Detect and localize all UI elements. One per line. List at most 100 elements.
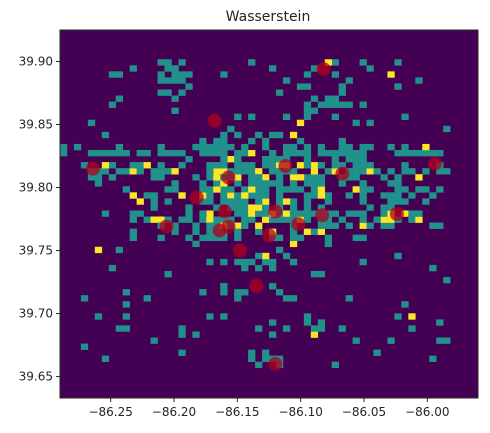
heatmap-cell bbox=[150, 192, 158, 199]
heatmap-cell bbox=[164, 186, 172, 193]
heatmap-cell bbox=[394, 149, 402, 157]
heatmap-cell bbox=[213, 216, 221, 223]
heatmap-cell bbox=[324, 234, 332, 242]
heatmap-cell bbox=[234, 168, 242, 175]
heatmap-cell bbox=[359, 192, 367, 199]
heatmap-cell bbox=[317, 204, 326, 211]
heatmap-cell bbox=[164, 59, 172, 66]
heatmap-cell bbox=[275, 216, 284, 223]
heatmap-cell bbox=[248, 216, 256, 223]
heatmap-cell bbox=[234, 258, 242, 266]
heatmap-cell bbox=[338, 325, 346, 332]
heatmap-cell bbox=[331, 101, 339, 108]
location-marker bbox=[268, 356, 283, 371]
heatmap-cell bbox=[129, 234, 137, 242]
location-marker bbox=[249, 278, 264, 293]
heatmap-cell bbox=[262, 156, 270, 163]
heatmap-cell bbox=[248, 192, 256, 199]
heatmap-cell bbox=[275, 131, 284, 139]
heatmap-cell bbox=[443, 337, 451, 344]
heatmap-cell bbox=[359, 186, 367, 193]
heatmap-cell bbox=[310, 168, 319, 175]
heatmap-cell bbox=[380, 174, 388, 181]
heatmap-cell bbox=[331, 162, 339, 169]
heatmap-cell bbox=[401, 162, 409, 169]
heatmap-cell bbox=[373, 216, 381, 223]
heatmap-cell bbox=[303, 192, 312, 199]
heatmap-cell bbox=[157, 89, 165, 96]
heatmap-cell bbox=[199, 234, 207, 242]
heatmap-cell bbox=[234, 131, 242, 139]
heatmap-cell bbox=[394, 174, 402, 181]
heatmap-cell bbox=[178, 149, 186, 157]
heatmap-cell bbox=[352, 186, 360, 193]
heatmap-cell bbox=[352, 168, 360, 175]
heatmap-cell bbox=[282, 198, 291, 205]
heatmap-cell bbox=[345, 143, 353, 151]
heatmap-cell bbox=[269, 283, 277, 290]
heatmap-cell bbox=[129, 162, 137, 169]
heatmap-cell bbox=[220, 234, 228, 242]
x-tick-label: −86.15 bbox=[215, 405, 259, 419]
heatmap-cell bbox=[241, 192, 249, 199]
heatmap-cell bbox=[178, 59, 186, 66]
heatmap-cell bbox=[269, 168, 277, 175]
heatmap-cell bbox=[255, 174, 263, 181]
heatmap-cell bbox=[213, 137, 221, 145]
heatmap-cell bbox=[157, 143, 165, 151]
heatmap-cell bbox=[366, 222, 374, 229]
location-marker bbox=[159, 219, 174, 234]
heatmap-cell bbox=[317, 101, 326, 108]
heatmap-cell bbox=[241, 198, 249, 205]
heatmap-cell bbox=[303, 174, 312, 181]
heatmap-cell bbox=[122, 301, 130, 308]
heatmap-cell bbox=[359, 222, 367, 229]
heatmap-cell bbox=[387, 71, 395, 78]
heatmap-cell bbox=[338, 180, 346, 187]
heatmap-cell bbox=[401, 143, 409, 151]
heatmap-cell bbox=[213, 204, 221, 211]
heatmap-cell bbox=[234, 149, 242, 157]
heatmap-cell bbox=[248, 186, 256, 193]
heatmap-cell bbox=[199, 289, 207, 296]
heatmap-cell bbox=[429, 222, 437, 229]
heatmap-cell bbox=[150, 198, 158, 205]
heatmap-cell bbox=[213, 168, 221, 175]
heatmap-cell bbox=[359, 210, 367, 217]
heatmap-cell bbox=[401, 168, 409, 175]
heatmap-cell bbox=[338, 83, 346, 90]
heatmap-cell bbox=[387, 337, 395, 344]
heatmap-cell bbox=[129, 216, 137, 223]
heatmap-cell bbox=[394, 192, 402, 199]
heatmap-cell bbox=[289, 228, 298, 235]
heatmap-cell bbox=[289, 131, 298, 139]
heatmap-cell bbox=[310, 186, 319, 193]
heatmap-cell bbox=[345, 168, 353, 175]
heatmap-cell bbox=[324, 59, 332, 66]
heatmap-cell bbox=[303, 228, 312, 235]
heatmap-cell bbox=[206, 222, 214, 229]
heatmap-cell bbox=[310, 107, 319, 114]
heatmap-cell bbox=[387, 192, 395, 199]
heatmap-cell bbox=[234, 162, 242, 169]
heatmap-cell bbox=[220, 186, 228, 193]
heatmap-cell bbox=[324, 95, 332, 102]
heatmap-cell bbox=[136, 198, 144, 205]
heatmap-cell bbox=[401, 210, 409, 217]
heatmap-cell bbox=[303, 101, 312, 108]
heatmap-cell bbox=[262, 204, 270, 211]
heatmap-cell bbox=[171, 107, 179, 114]
heatmap-cell bbox=[157, 77, 165, 84]
location-marker bbox=[278, 159, 293, 174]
heatmap-cell bbox=[178, 192, 186, 199]
heatmap-cell bbox=[331, 95, 339, 102]
heatmap-cell bbox=[408, 149, 416, 157]
heatmap-cell bbox=[255, 131, 263, 139]
heatmap-cell bbox=[115, 149, 123, 157]
heatmap-cell bbox=[303, 216, 312, 223]
heatmap-cell bbox=[303, 313, 312, 320]
heatmap-cell bbox=[150, 204, 158, 211]
heatmap-cell bbox=[220, 283, 228, 290]
heatmap-cell bbox=[220, 137, 228, 145]
heatmap-cell bbox=[94, 313, 103, 320]
